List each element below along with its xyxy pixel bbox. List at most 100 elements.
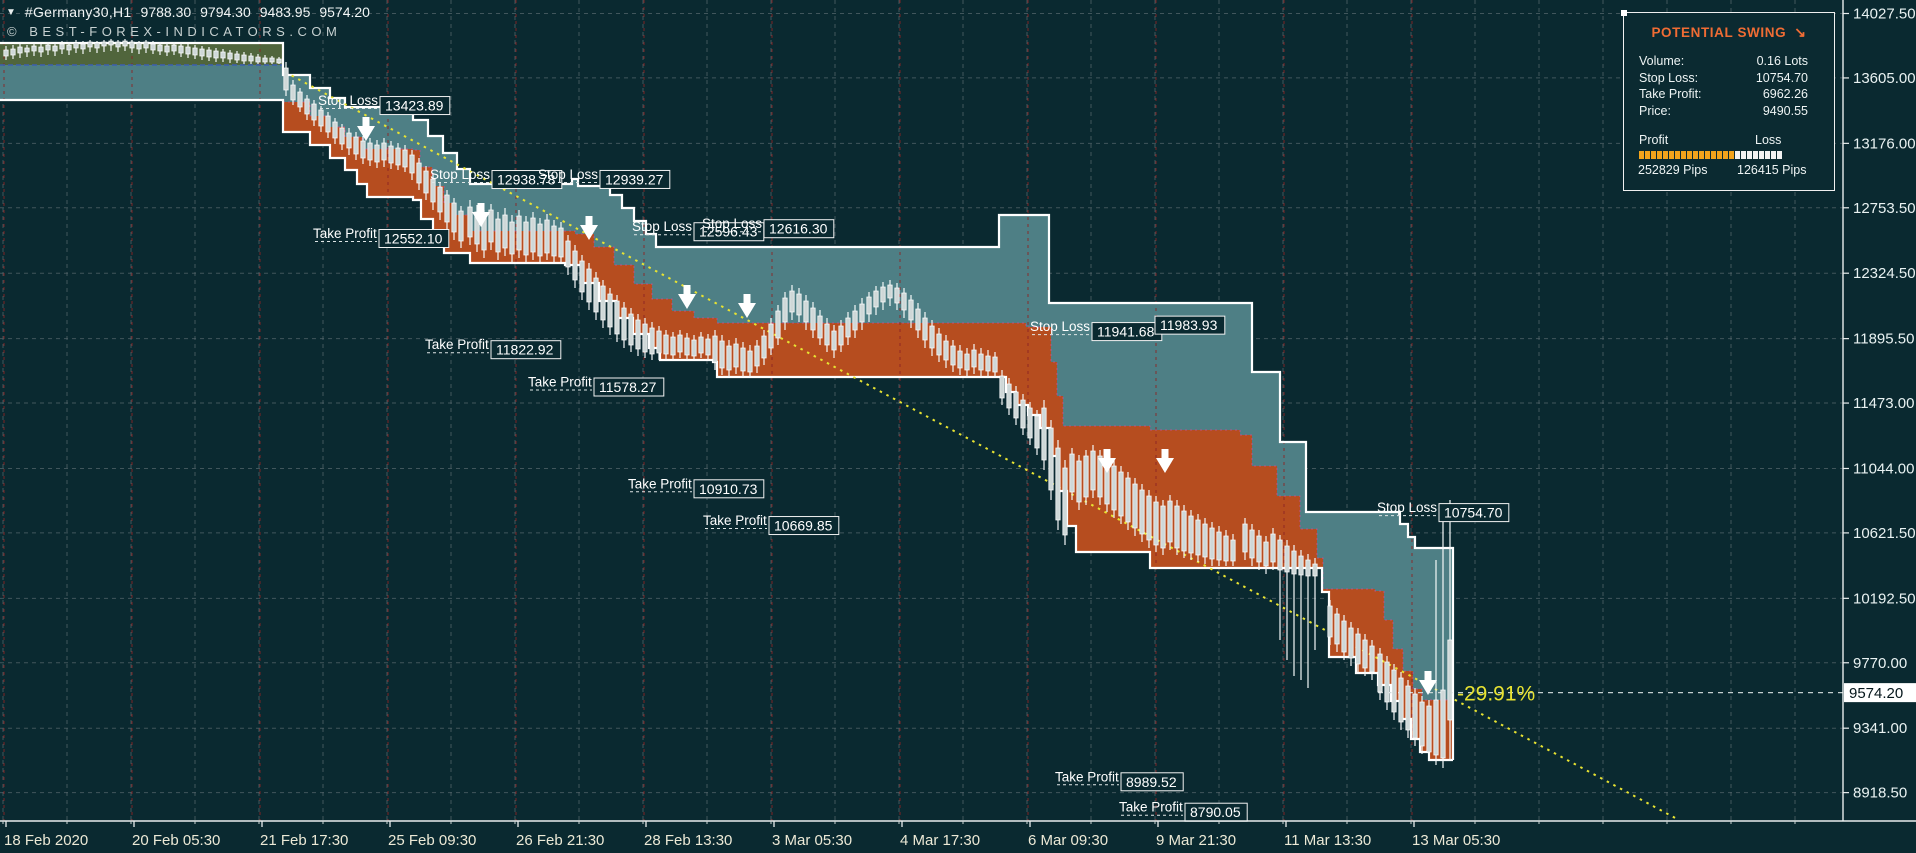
candle-body: [1256, 535, 1262, 563]
panel-row-takeprofit: Take Profit: 6962.26: [1639, 86, 1808, 103]
candle-body: [10, 48, 16, 56]
price-axis-label: 10621.50: [1853, 525, 1916, 542]
candle-body: [1284, 545, 1290, 573]
candle-body: [360, 140, 366, 159]
candle-body: [740, 347, 746, 372]
loss-bar-cell: [1735, 151, 1740, 159]
time-axis-label: 4 Mar 17:30: [900, 832, 980, 849]
candle-body: [572, 250, 578, 281]
candle-body: [656, 330, 662, 354]
take-profit-label: Take Profit 12552.10: [313, 226, 450, 248]
candle-body: [1305, 559, 1311, 577]
price-axis-label: 11895.50: [1853, 331, 1914, 348]
panel-drag-handle[interactable]: [1621, 10, 1627, 16]
take-profit-label-text: Take Profit: [703, 513, 767, 528]
stop-loss-label-text: Stop Loss: [702, 216, 762, 231]
time-axis-label: 11 Mar 13:30: [1284, 832, 1371, 849]
candle-body: [684, 337, 690, 356]
candle-body: [45, 44, 51, 51]
candle-body: [297, 91, 303, 108]
candle-body: [537, 223, 543, 257]
candle-body: [1369, 645, 1375, 673]
price-axis-label: 13605.00: [1853, 70, 1916, 87]
candle-body: [1355, 633, 1361, 665]
teal-zone-left: [0, 65, 283, 99]
candle-body: [1069, 453, 1075, 493]
ohlc-low: 9483.95: [259, 4, 311, 20]
candle-body: [733, 343, 739, 368]
candle-body: [824, 323, 830, 346]
candle-body: [607, 293, 613, 328]
candle-body: [950, 345, 956, 366]
candle-body: [1391, 669, 1397, 713]
candle-body: [600, 285, 606, 321]
sell-arrow-icon: [580, 216, 598, 240]
candle-body: [761, 335, 767, 359]
profit-bar-cell: [1663, 151, 1668, 159]
candle-body: [789, 290, 795, 313]
candle-body: [1270, 533, 1276, 563]
candle-body: [304, 98, 310, 115]
candle-body: [1083, 455, 1089, 498]
time-axis-label: 3 Mar 05:30: [772, 832, 852, 849]
loss-label: Loss: [1755, 133, 1782, 147]
candle-body: [367, 142, 373, 161]
take-profit-label: Take Profit 11578.27: [528, 375, 665, 397]
stop-loss-label-text: Stop Loss: [430, 167, 490, 182]
candle-body: [206, 49, 212, 58]
candle-body: [663, 334, 669, 355]
candle-body: [3, 49, 9, 57]
candle-body: [873, 290, 879, 308]
loss-pips: 126415 Pips: [1737, 163, 1807, 177]
candle-body: [346, 132, 352, 149]
candle-body: [178, 45, 184, 54]
candle-body: [1249, 529, 1255, 559]
loss-bar-cell: [1753, 151, 1758, 159]
candle-body: [915, 308, 921, 331]
candle-body: [1230, 539, 1236, 562]
candle-body: [1181, 510, 1187, 552]
candle-body: [922, 317, 928, 341]
candle-body: [409, 154, 415, 174]
candle-body: [859, 303, 865, 323]
candle-body: [59, 43, 65, 50]
take-profit-value-box: [378, 228, 450, 248]
candle-body: [87, 41, 93, 48]
take-profit-label-text: Take Profit: [425, 337, 489, 352]
candle-body: [318, 109, 324, 127]
stop-loss-value-box: [491, 170, 563, 190]
candle-body: [1020, 399, 1026, 429]
candle-body: [17, 46, 23, 54]
price-axis-label: 11044.00: [1853, 460, 1914, 477]
stop-loss-value-box: [379, 96, 451, 116]
candle-body: [374, 144, 380, 163]
loss-bar-cell: [1741, 151, 1746, 159]
candle-body: [171, 44, 177, 52]
profit-bar-cell: [1657, 151, 1662, 159]
candle-body: [437, 186, 443, 213]
ohlc-high: 9794.30: [200, 4, 251, 20]
candle-body: [957, 350, 963, 369]
candle-body: [1277, 539, 1283, 571]
candle-body: [1384, 661, 1390, 703]
profit-loss-header: Profit Loss: [1639, 133, 1808, 148]
stop-loss-value-text: 12616.30: [769, 221, 828, 237]
candle-body: [444, 194, 450, 223]
panel-title-text: POTENTIAL SWING: [1651, 25, 1787, 40]
expand-chart-icon[interactable]: ▼: [6, 6, 16, 18]
candles: [3, 39, 1453, 768]
sell-arrows: [357, 117, 1437, 695]
take-profit-label-text: Take Profit: [1119, 800, 1183, 815]
profit-bar-cell: [1705, 151, 1710, 159]
candle-body: [185, 46, 191, 55]
stop-loss-label: Stop Loss 11941.68: [1030, 319, 1163, 342]
candle-body: [283, 67, 289, 91]
candle-body: [143, 41, 149, 49]
take-profit-label-text: Take Profit: [628, 476, 692, 491]
candle-body: [887, 284, 893, 299]
stop-loss-label-text: Stop Loss: [1030, 319, 1090, 334]
candle-body: [416, 162, 422, 184]
